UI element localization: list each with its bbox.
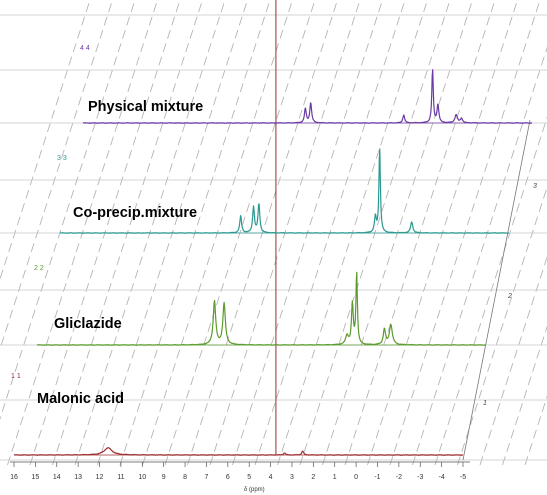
grid-column-line [0, 0, 113, 351]
series-label: Physical mixture [88, 99, 203, 115]
x-tick-label: 4 [269, 474, 273, 481]
spectrum-trace [36, 271, 487, 346]
spectra-traces [13, 0, 533, 456]
series-label: Co-precip.mixture [73, 205, 197, 221]
trace-number: 1 1 [11, 373, 21, 380]
depth-tick-label: 3 [533, 183, 537, 190]
x-tick-label: 7 [204, 474, 208, 481]
x-tick-label: -5 [460, 474, 466, 481]
x-tick-label: 0 [354, 474, 358, 481]
x-tick-label: 6 [226, 474, 230, 481]
x-tick-label: 11 [117, 474, 124, 481]
x-tick-label: 14 [53, 474, 61, 481]
trace-number: 4 4 [80, 45, 90, 52]
x-tick-label: 12 [96, 474, 104, 481]
grid-column-line [389, 0, 541, 466]
grid-column-line [187, 0, 338, 466]
grid-column-line [0, 0, 91, 281]
sample-labels: Malonic acid 1 1 Gliclazide 2 2 Co-precip.mi… [11, 45, 203, 407]
x-axis-title: δ (ppm) [244, 487, 265, 493]
x-tick-label: 9 [162, 474, 166, 481]
x-tick-label: 8 [183, 474, 187, 481]
x-tick-label: -1 [374, 474, 380, 481]
depth-tick-label: 2 [507, 293, 512, 300]
x-tick-label: 5 [247, 474, 251, 481]
trace-number: 2 2 [34, 265, 44, 272]
grid-column-line [299, 0, 451, 466]
x-tick-label: 16 [10, 474, 18, 481]
x-tick-label: 2 [311, 474, 315, 481]
series-label: Gliclazide [54, 316, 122, 332]
x-tick-label: 10 [138, 474, 146, 481]
x-tick-label: -4 [439, 474, 445, 481]
x-tick-label: 3 [290, 474, 294, 481]
grid-column-line [457, 186, 547, 466]
trace-number: 3 3 [57, 155, 67, 162]
x-tick-label: -2 [396, 474, 402, 481]
x-tick-label: -3 [417, 474, 423, 481]
spectrum-trace [82, 69, 533, 124]
x-axis: 16 15 14 13 12 11 10 9 8 7 6 5 4 3 2 1 0 -1 -2 -3 -4 -5 [10, 461, 470, 481]
depth-tick-label: 1 [483, 400, 487, 407]
series-label: Malonic acid [37, 391, 124, 407]
grid-column-line [164, 0, 316, 466]
depth-axis-line [462, 119, 531, 461]
grid-column-line [434, 116, 547, 466]
x-tick-label: 1 [333, 474, 337, 481]
x-tick-label: 13 [74, 474, 82, 481]
grid-column-line [74, 0, 226, 466]
x-tick-label: 15 [31, 474, 39, 481]
